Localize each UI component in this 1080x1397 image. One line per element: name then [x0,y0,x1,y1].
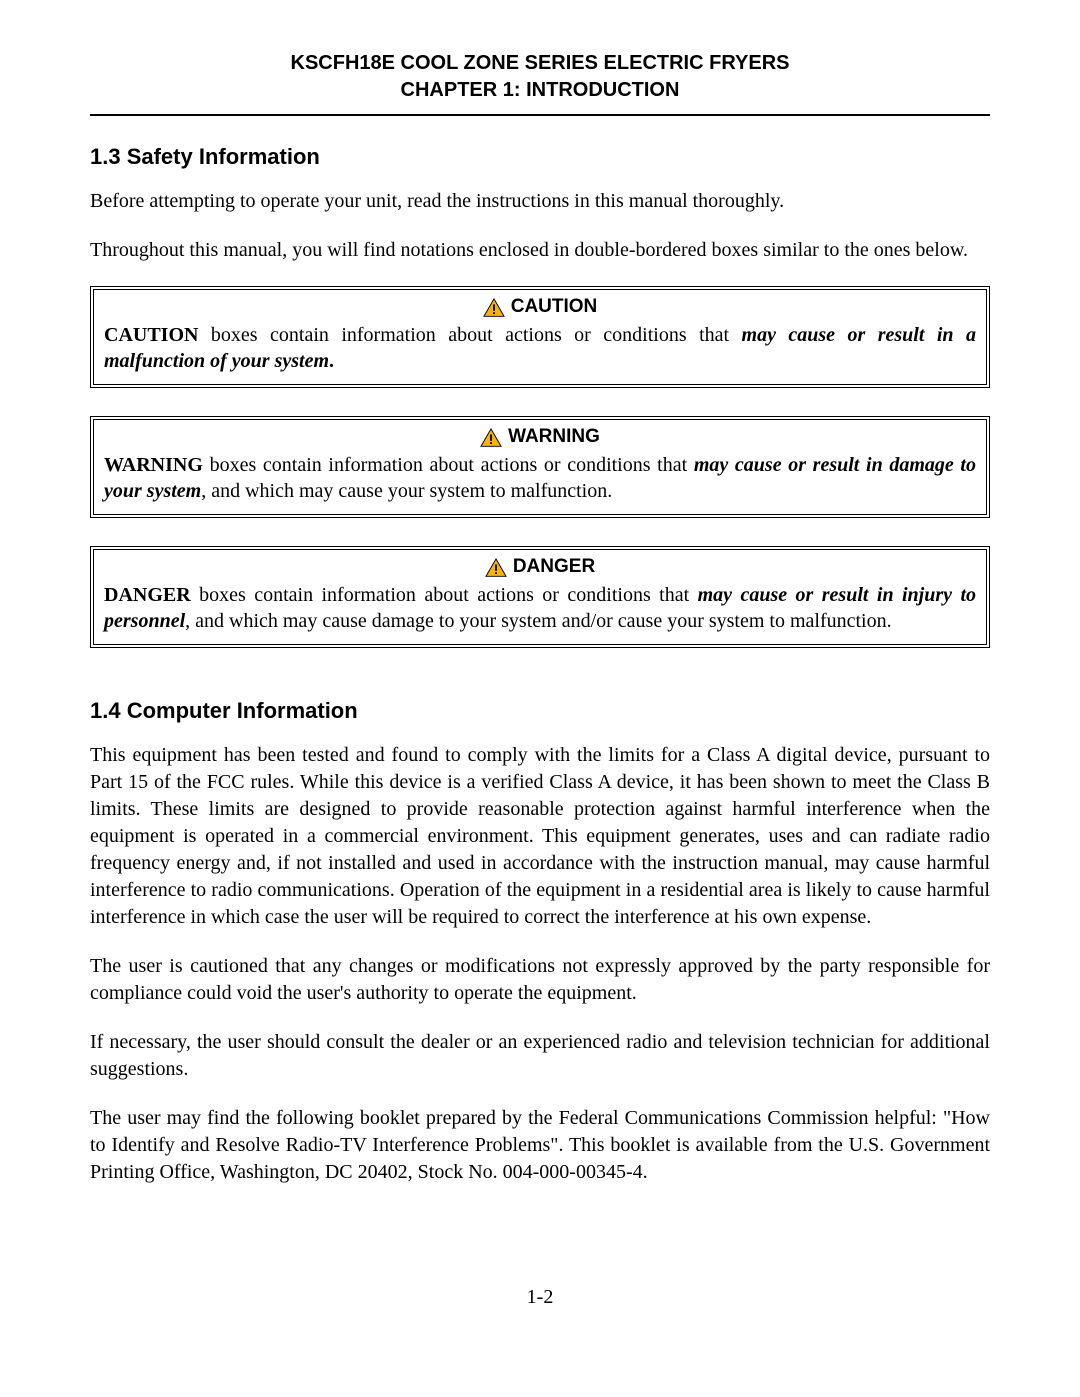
caution-title-row: CAUTION [104,296,976,318]
document-page: KSCFH18E COOL ZONE SERIES ELECTRIC FRYER… [0,0,1080,1369]
page-header: KSCFH18E COOL ZONE SERIES ELECTRIC FRYER… [90,50,990,104]
caution-tail: . [329,350,334,372]
section-1-3-heading: 1.3 Safety Information [90,144,990,170]
header-line-1: KSCFH18E COOL ZONE SERIES ELECTRIC FRYER… [90,50,990,77]
warning-title-text: WARNING [508,426,600,448]
danger-box: DANGER DANGER boxes contain information … [90,546,990,648]
caution-lead: CAUTION [104,324,198,346]
danger-body: DANGER boxes contain information about a… [104,582,976,634]
alert-icon [483,298,505,317]
danger-tail: , and which may cause damage to your sys… [185,610,891,632]
alert-icon [485,558,507,577]
warning-middle: boxes contain information about actions … [203,454,694,476]
page-number: 1-2 [90,1286,990,1309]
warning-tail: , and which may cause your system to mal… [201,480,612,502]
section-1-4-para-3: If necessary, the user should consult th… [90,1029,990,1083]
caution-title-text: CAUTION [511,296,598,318]
header-rule [90,114,990,116]
danger-title-row: DANGER [104,556,976,578]
section-1-4-para-4: The user may find the following booklet … [90,1105,990,1186]
warning-body: WARNING boxes contain information about … [104,452,976,504]
danger-lead: DANGER [104,584,191,606]
caution-body: CAUTION boxes contain information about … [104,322,976,374]
caution-middle: boxes contain information about actions … [198,324,741,346]
warning-title-row: WARNING [104,426,976,448]
section-1-3-para-1: Before attempting to operate your unit, … [90,188,990,215]
section-1-4-heading: 1.4 Computer Information [90,698,990,724]
warning-lead: WARNING [104,454,203,476]
section-1-3-para-2: Throughout this manual, you will find no… [90,237,990,264]
danger-middle: boxes contain information about actions … [191,584,698,606]
section-1-4-para-1: This equipment has been tested and found… [90,742,990,931]
caution-box: CAUTION CAUTION boxes contain informatio… [90,286,990,388]
section-1-4-para-2: The user is cautioned that any changes o… [90,953,990,1007]
danger-title-text: DANGER [513,556,595,578]
alert-icon [480,428,502,447]
header-line-2: CHAPTER 1: INTRODUCTION [90,77,990,104]
warning-box: WARNING WARNING boxes contain informatio… [90,416,990,518]
